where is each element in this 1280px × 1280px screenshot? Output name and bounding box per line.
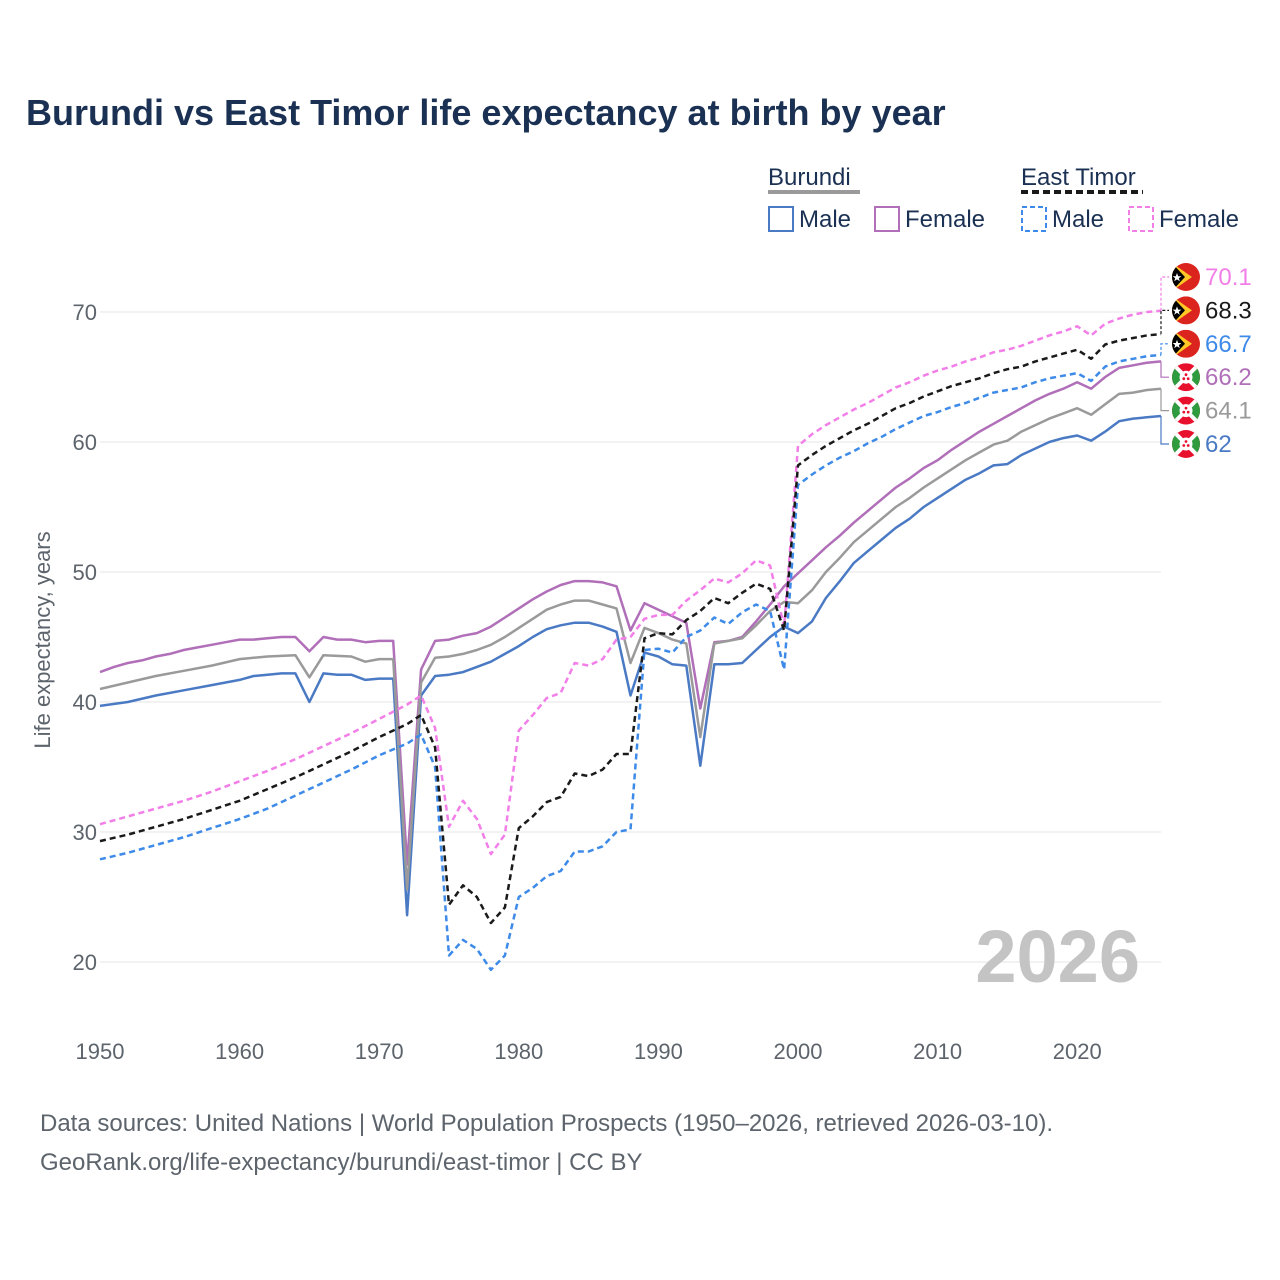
legend-label: Male	[799, 206, 851, 233]
legend-swatch-burundi-male	[768, 206, 794, 232]
y-tick-label: 20	[73, 950, 97, 975]
end-labels: 70.1 68.3 66.7 66.2 64.1 62	[1160, 263, 1252, 458]
x-tick-label: 1980	[494, 1039, 543, 1064]
legend-swatch-east-timor-female	[1128, 206, 1154, 232]
x-axis-ticks: 1950 1960 1970 1980 1990 2000 2010 2020	[76, 1039, 1102, 1064]
legend: Burundi Male Female East Timor Male Fema…	[768, 164, 1239, 233]
end-label-connector	[1160, 361, 1169, 378]
data-sources-note: Data sources: United Nations | World Pop…	[40, 1110, 1054, 1137]
life-expectancy-chart: 20 30 40 50 60 70 1950 1960 1970 1980 1990 2000 201…	[30, 164, 1252, 1064]
end-label-connector	[1160, 343, 1169, 355]
x-tick-label: 2020	[1053, 1039, 1102, 1064]
series-line-east-timor-male[interactable]	[99, 353, 1162, 972]
legend-group-title: Burundi	[768, 164, 851, 191]
end-label-value: 70.1	[1205, 264, 1252, 291]
legend-group-title: East Timor	[1021, 164, 1136, 191]
end-label-value: 66.2	[1205, 364, 1252, 391]
x-tick-label: 1960	[215, 1039, 264, 1064]
legend-swatch-burundi-female	[874, 206, 900, 232]
legend-swatch-east-timor-male	[1021, 206, 1047, 232]
end-label-connector	[1160, 388, 1169, 412]
end-label-connector	[1160, 276, 1169, 311]
chart-title: Burundi vs East Timor life expectancy at…	[26, 92, 946, 133]
x-tick-label: 2010	[913, 1039, 962, 1064]
legend-label: Female	[905, 206, 985, 233]
year-watermark: 2026	[975, 915, 1140, 998]
series-line-east-timor-female[interactable]	[99, 309, 1162, 856]
legend-group-east-timor[interactable]: East Timor Male Female	[1021, 164, 1239, 233]
burundi-flag-icon	[1172, 430, 1200, 458]
legend-label: Female	[1159, 206, 1239, 233]
y-tick-label: 60	[73, 430, 97, 455]
grid-lines	[100, 311, 1161, 963]
y-axis-label: Life expectancy, years	[30, 531, 55, 748]
burundi-flag-icon	[1172, 363, 1200, 392]
legend-label: Male	[1052, 206, 1104, 233]
end-label-connector	[1160, 309, 1169, 335]
series-line-burundi-female[interactable]	[99, 360, 1162, 866]
series-lines	[99, 309, 1162, 972]
legend-group-burundi[interactable]: Burundi Male Female	[768, 164, 985, 233]
footer: Data sources: United Nations | World Pop…	[40, 1104, 1053, 1182]
source-link[interactable]: GeoRank.org/life-expectancy/burundi/east…	[40, 1149, 643, 1176]
y-tick-label: 70	[73, 300, 97, 325]
end-label-value: 64.1	[1205, 398, 1252, 425]
x-tick-label: 1950	[76, 1039, 125, 1064]
series-line-burundi-both[interactable]	[99, 387, 1162, 891]
y-tick-label: 30	[73, 820, 97, 845]
end-label-value: 66.7	[1205, 331, 1252, 358]
x-tick-label: 1970	[355, 1039, 404, 1064]
x-tick-label: 1990	[634, 1039, 683, 1064]
burundi-flag-icon	[1172, 396, 1200, 425]
series-line-east-timor-both[interactable]	[99, 332, 1162, 925]
end-label-value: 62	[1205, 431, 1232, 458]
series-line-burundi-male[interactable]	[99, 414, 1162, 917]
east-timor-flag-icon	[1172, 263, 1200, 291]
y-axis-ticks: 20 30 40 50 60 70	[73, 300, 97, 975]
end-label-value: 68.3	[1205, 297, 1252, 324]
east-timor-flag-icon	[1172, 329, 1200, 358]
y-tick-label: 40	[73, 690, 97, 715]
end-label-connector	[1160, 416, 1169, 445]
x-tick-label: 2000	[774, 1039, 823, 1064]
y-tick-label: 50	[73, 560, 97, 585]
east-timor-flag-icon	[1172, 296, 1200, 325]
